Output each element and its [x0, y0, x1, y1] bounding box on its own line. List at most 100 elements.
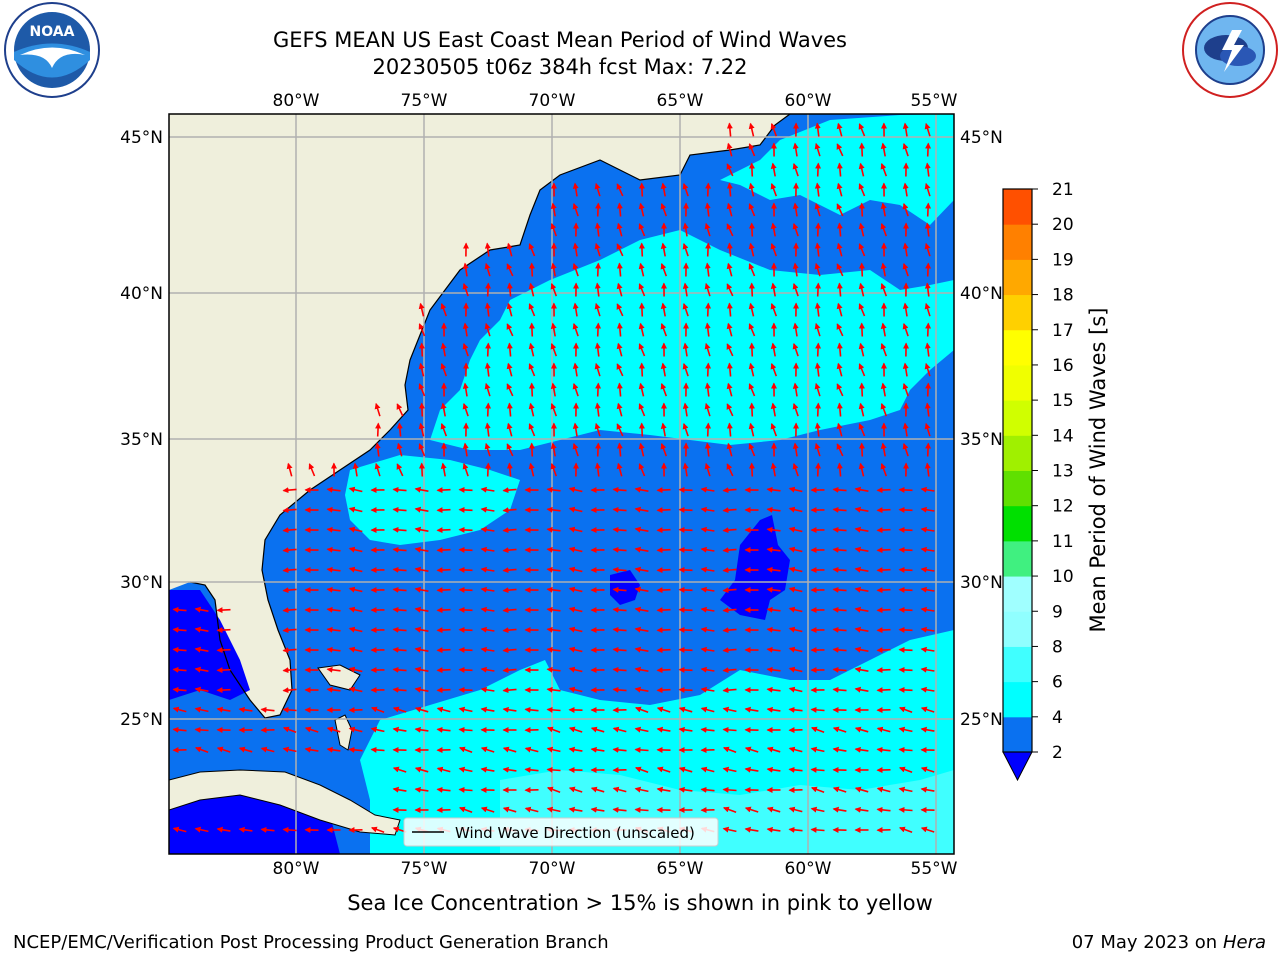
- wind-wave-arrow: [326, 486, 341, 493]
- wind-wave-arrow: [638, 382, 645, 397]
- wind-wave-arrow: [480, 526, 495, 533]
- lat-tick-label: 45°N: [960, 128, 1003, 148]
- wind-wave-arrow: [678, 726, 693, 733]
- wind-wave-arrow: [678, 526, 693, 533]
- wind-wave-arrow: [216, 826, 231, 833]
- colorbar-segment: [1003, 329, 1032, 366]
- wind-wave-arrow: [392, 626, 407, 633]
- wind-wave-arrow: [770, 242, 778, 257]
- wind-wave-arrow: [854, 606, 869, 613]
- colorbar-tick-label: 14: [1052, 426, 1074, 446]
- wind-wave-arrow: [744, 746, 759, 753]
- wind-wave-arrow: [920, 566, 935, 573]
- wind-wave-arrow: [876, 607, 891, 614]
- wind-wave-arrow: [924, 242, 931, 257]
- wind-wave-arrow: [502, 567, 517, 574]
- wind-wave-arrow: [660, 242, 667, 257]
- wind-wave-arrow: [766, 706, 781, 713]
- wind-wave-arrow: [748, 323, 756, 337]
- wind-wave-arrow: [418, 422, 425, 437]
- wind-wave-arrow: [788, 706, 803, 713]
- colorbar-tick-label: 20: [1052, 215, 1074, 235]
- wind-wave-arrow: [815, 402, 822, 417]
- wind-wave-arrow: [502, 746, 517, 753]
- wind-wave-arrow: [546, 546, 561, 553]
- wind-wave-arrow: [705, 242, 712, 257]
- wind-wave-arrow: [616, 442, 623, 457]
- wind-wave-arrow: [326, 666, 341, 673]
- colorbar-tick-label: 17: [1052, 321, 1074, 341]
- chart-subtitle: 20230505 t06z 384h fcst Max: 7.22: [372, 55, 748, 79]
- wind-wave-arrow: [656, 487, 671, 494]
- wind-wave-arrow: [788, 526, 803, 533]
- wind-wave-arrow: [832, 486, 847, 493]
- wind-wave-arrow: [216, 627, 231, 634]
- wind-wave-arrow: [766, 486, 781, 493]
- wind-wave-arrow: [836, 263, 844, 277]
- wind-wave-arrow: [480, 806, 495, 813]
- wind-wave-arrow: [700, 566, 715, 573]
- wind-wave-arrow: [458, 486, 473, 493]
- colorbar-tick-label: 2: [1052, 743, 1063, 763]
- wind-wave-arrow: [458, 526, 473, 533]
- wind-wave-arrow: [216, 746, 231, 753]
- wind-wave-arrow: [506, 362, 513, 377]
- wind-wave-arrow: [925, 262, 932, 277]
- colorbar-segment: [1003, 435, 1032, 471]
- wind-wave-arrow: [766, 506, 781, 513]
- colorbar-segment: [1003, 259, 1032, 296]
- wind-wave-arrow: [590, 726, 605, 733]
- wind-wave-arrow: [612, 546, 627, 553]
- wind-wave-arrow: [704, 462, 711, 477]
- wind-wave-arrow: [700, 506, 715, 513]
- wind-wave-arrow: [502, 547, 517, 554]
- wind-wave-arrow: [616, 303, 624, 317]
- wind-wave-arrow: [700, 766, 715, 773]
- wind-wave-arrow: [858, 222, 865, 237]
- wind-wave-arrow: [722, 507, 737, 514]
- wind-wave-arrow: [854, 666, 869, 673]
- wind-wave-arrow: [414, 546, 429, 553]
- wind-wave-arrow: [458, 646, 473, 653]
- wind-wave-arrow: [436, 547, 451, 554]
- wind-wave-arrow: [836, 342, 843, 357]
- wind-wave-arrow: [392, 726, 407, 733]
- wind-wave-arrow: [832, 726, 847, 733]
- wind-wave-arrow: [726, 142, 733, 157]
- wind-wave-arrow: [854, 806, 869, 813]
- colorbar-segment: [1003, 611, 1032, 647]
- wind-wave-arrow: [792, 162, 799, 177]
- wind-wave-arrow: [484, 262, 491, 277]
- wind-wave-arrow: [436, 567, 451, 574]
- wind-wave-arrow: [594, 462, 601, 477]
- wind-wave-arrow: [788, 566, 803, 573]
- wind-wave-arrow: [814, 322, 821, 337]
- wind-wave-arrow: [722, 607, 737, 614]
- colorbar-segment: [1003, 189, 1032, 225]
- colorbar-tick-label: 4: [1052, 708, 1063, 728]
- wind-wave-arrow: [348, 666, 363, 673]
- wind-wave-arrow: [704, 262, 711, 277]
- wind-wave-arrow: [748, 242, 755, 257]
- wind-wave-arrow: [414, 626, 429, 633]
- wind-wave-arrow: [770, 342, 777, 357]
- wind-wave-arrow: [902, 182, 909, 197]
- wind-wave-arrow: [660, 322, 668, 337]
- wind-wave-arrow: [282, 627, 297, 634]
- wind-wave-arrow: [902, 242, 909, 257]
- wind-wave-arrow: [216, 667, 231, 674]
- lon-tick-label: 65°W: [657, 859, 704, 879]
- wind-wave-arrow: [766, 806, 781, 813]
- wind-wave-arrow: [392, 706, 407, 713]
- wind-wave-arrow: [436, 507, 451, 514]
- wind-wave-arrow: [440, 302, 448, 317]
- wind-wave-arrow: [788, 826, 803, 833]
- wind-wave-arrow: [682, 462, 689, 477]
- wind-wave-arrow: [462, 262, 469, 277]
- colorbar-tick-label: 21: [1052, 180, 1074, 200]
- wind-wave-arrow: [704, 202, 711, 217]
- wind-wave-arrow: [480, 686, 495, 693]
- wind-wave-arrow: [836, 203, 844, 217]
- wind-wave-arrow: [920, 646, 935, 653]
